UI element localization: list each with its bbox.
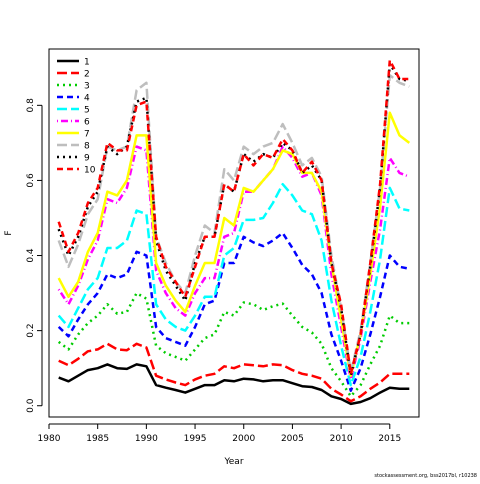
legend-label-8: 8 [84, 142, 90, 152]
legend-label-4: 4 [84, 94, 90, 104]
axis-layer: 1980 1985 1990 1995 2000 2005 2010 2015 0.0 0.2 0.… [26, 98, 401, 444]
x-tick-label-1985: 1985 [86, 434, 109, 444]
series-line-10 [57, 59, 410, 376]
legend-label-10: 10 [84, 166, 96, 176]
series-layer [57, 59, 411, 406]
x-tick-label-2010: 2010 [330, 434, 353, 444]
x-tick-label-2000: 2000 [232, 434, 255, 444]
series-line-7 [57, 111, 411, 377]
y-tick-label-1: 0.2 [26, 323, 36, 337]
x-axis-label: Year [223, 457, 243, 467]
y-tick-label-2: 0.4 [26, 248, 36, 263]
plot-frame [48, 48, 420, 418]
y-tick-label-3: 0.6 [26, 173, 36, 188]
series-line-5 [57, 182, 410, 387]
legend-label-3: 3 [84, 82, 90, 92]
y-axis-label: F [4, 230, 14, 235]
y-tick-label-4: 0.8 [26, 98, 36, 113]
y-tick-label-0: 0.0 [26, 398, 36, 413]
series-line-4 [57, 231, 410, 392]
x-tick-label-2005: 2005 [281, 434, 304, 444]
legend-label-2: 2 [84, 70, 90, 80]
legend-label-9: 9 [84, 154, 90, 164]
legend-label-5: 5 [84, 106, 90, 116]
series-line-2 [58, 342, 410, 403]
x-tick-label-1990: 1990 [135, 434, 158, 444]
legend-label-7: 7 [84, 130, 90, 140]
legend-label-6: 6 [84, 118, 90, 128]
x-tick-label-2015: 2015 [378, 434, 401, 444]
credit-text: stockassessment.org, bss2017bl, r10238 [374, 473, 477, 479]
series-line-1 [58, 363, 410, 406]
legend: 1 2 3 4 5 6 7 8 9 10 [57, 58, 96, 176]
series-line-9 [57, 62, 410, 377]
series-line-3 [57, 291, 410, 398]
x-tick-label-1980: 1980 [38, 434, 61, 444]
legend-label-1: 1 [84, 58, 90, 68]
x-tick-label-1995: 1995 [184, 434, 207, 444]
